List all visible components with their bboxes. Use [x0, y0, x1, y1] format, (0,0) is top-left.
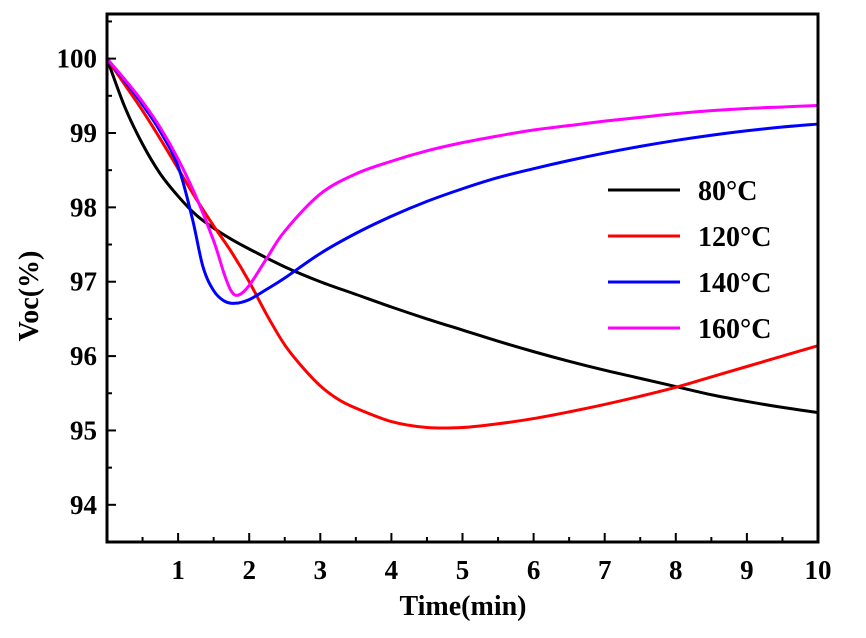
legend-label-3: 160°C	[698, 314, 771, 345]
legend-label-1: 120°C	[698, 222, 771, 253]
legend-label-2: 140°C	[698, 268, 771, 299]
x-tick-label: 8	[669, 555, 683, 585]
x-tick-label: 10	[805, 555, 832, 585]
y-axis-title: Voc(%)	[14, 251, 45, 342]
x-tick-label: 4	[385, 555, 399, 585]
y-tick-label: 96	[70, 341, 97, 371]
legend-label-0: 80°C	[698, 176, 757, 207]
x-tick-label: 6	[527, 555, 541, 585]
x-tick-label: 1	[171, 555, 185, 585]
y-tick-label: 97	[70, 267, 97, 297]
legend: 80°C 120°C 140°C 160°C	[608, 176, 771, 345]
series-layer	[105, 57, 820, 430]
y-tick-label: 95	[70, 415, 97, 445]
series-line-3	[105, 57, 820, 297]
y-tick-label: 99	[70, 118, 97, 148]
x-tick-label: 7	[598, 555, 612, 585]
x-tick-label: 2	[242, 555, 256, 585]
x-tick-label: 5	[456, 555, 470, 585]
x-tick-label: 9	[740, 555, 754, 585]
y-tick-label: 98	[70, 192, 97, 222]
y-tick-label: 100	[57, 44, 98, 74]
x-tick-label: 3	[314, 555, 328, 585]
x-axis-title: Time(min)	[399, 591, 526, 622]
tick-layer: 1 2 3 4 5 6 7 8 9 10 94 95 96 97 98 99 100	[57, 20, 832, 585]
series-line-1	[105, 57, 820, 430]
series-line-2	[105, 57, 820, 305]
y-tick-label: 94	[70, 490, 97, 520]
